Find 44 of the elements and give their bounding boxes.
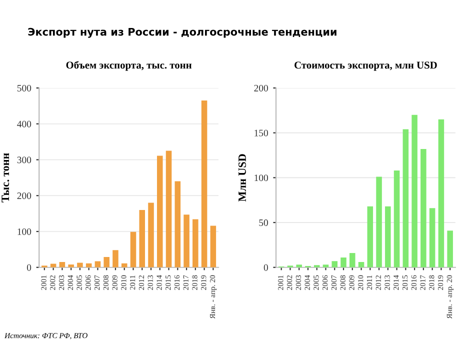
bar [184, 214, 190, 268]
y-tick-label: 150 [254, 130, 268, 136]
bar [192, 219, 198, 268]
bar [201, 100, 208, 268]
chart-title: Стоимость экспорта, млн USD [294, 62, 437, 71]
y-axis-title: Млн USD [238, 154, 246, 202]
y-axis-title: Тыс. тонн [2, 153, 10, 202]
bar [139, 210, 146, 268]
bar [104, 256, 110, 268]
y-tick-label: 200 [254, 84, 268, 92]
y-tick-label: 0 [26, 264, 32, 271]
bar [296, 264, 302, 268]
bar [402, 129, 409, 268]
bar [367, 206, 374, 268]
y-tick-label: 400 [17, 120, 32, 128]
bar [420, 148, 426, 268]
bar [157, 156, 163, 268]
bar [340, 258, 346, 268]
chart-title: Объем экспорта, тыс. тонн [66, 61, 192, 71]
bar [349, 253, 356, 268]
bar [174, 181, 181, 268]
bar [77, 262, 83, 268]
bar [376, 176, 382, 268]
bar [130, 232, 136, 268]
bar [429, 208, 436, 268]
bar [438, 119, 444, 268]
bar [112, 250, 118, 268]
y-tick-label: 100 [18, 228, 32, 235]
y-tick-label: 200 [17, 192, 32, 200]
y-tick-label: 100 [254, 174, 268, 182]
y-tick-label: 50 [259, 219, 268, 226]
bar [148, 202, 154, 268]
bar [332, 261, 338, 268]
bar [447, 230, 453, 268]
bar [412, 114, 418, 268]
bar [210, 226, 216, 268]
text: Экспорт нута из России - долгосрочные тенденции [28, 28, 336, 38]
bar [385, 206, 391, 268]
y-tick-label: 500 [17, 84, 32, 92]
bar [166, 150, 172, 268]
bar [68, 264, 74, 268]
y-tick-label: 300 [17, 156, 32, 164]
bar [394, 170, 400, 268]
y-tick-label: 0 [264, 264, 268, 271]
